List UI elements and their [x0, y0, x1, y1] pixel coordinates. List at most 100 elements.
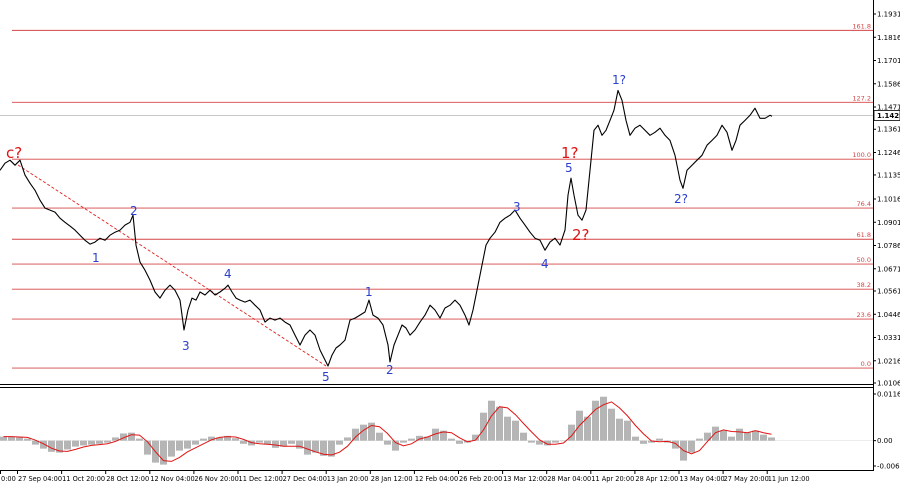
oscillator-histogram-bar — [736, 428, 743, 441]
oscillator-signal-line — [3, 401, 772, 462]
oscillator-histogram-bar — [264, 440, 271, 445]
oscillator-histogram-bar — [528, 440, 535, 443]
fib-level-label: 161.8 — [852, 22, 871, 30]
time-axis-label: 27 Dec 04:00 — [283, 475, 327, 483]
wave-label-2q-blue: 2? — [674, 192, 689, 206]
time-axis-label: 13 May 04:00 — [680, 475, 725, 483]
oscillator-histogram-bar — [560, 440, 567, 442]
time-axis-label: 0:00 — [1, 475, 16, 483]
oscillator-histogram-bar — [520, 432, 527, 441]
oscillator-axis-label: -0.00635 — [877, 463, 900, 471]
price-axis-label: 1.1361 — [877, 126, 900, 134]
wave-label-4b: 4 — [541, 257, 549, 271]
time-axis-label: 28 Mar 04:00 — [547, 475, 591, 483]
oscillator-histogram-bar — [16, 437, 23, 441]
oscillator-histogram-bar — [536, 440, 543, 445]
oscillator-histogram-bar — [128, 432, 135, 441]
oscillator-histogram-bar — [504, 416, 511, 441]
time-axis-label: 11 Oct 20:00 — [62, 475, 105, 483]
oscillator-axis-label: 0.01168 — [877, 391, 900, 399]
oscillator-histogram-bar — [288, 440, 295, 444]
price-series-line — [0, 89, 773, 367]
oscillator-histogram-bar — [632, 436, 639, 441]
wave-label-3b: 3 — [513, 200, 521, 214]
oscillator-histogram-bar — [416, 435, 423, 441]
oscillator-histogram-bar — [712, 426, 719, 441]
oscillator-histogram-bar — [400, 440, 407, 443]
price-axis-label: 1.1586 — [877, 80, 900, 88]
oscillator-histogram-bar — [648, 440, 655, 443]
oscillator-histogram-bar — [752, 430, 759, 441]
oscillator-histogram-bar — [496, 406, 503, 441]
oscillator-histogram-bar — [392, 440, 399, 451]
oscillator-histogram-bar — [272, 440, 279, 448]
oscillator-histogram-bar — [696, 438, 703, 441]
oscillator-histogram-bar — [728, 436, 735, 441]
oscillator-histogram-bar — [448, 438, 455, 441]
oscillator-histogram-bar — [120, 433, 127, 441]
oscillator-histogram-bar — [384, 440, 391, 445]
oscillator-histogram-bar — [0, 436, 7, 441]
oscillator-histogram-bar — [112, 437, 119, 441]
oscillator-histogram-bar — [88, 440, 95, 445]
oscillator-histogram-bar — [480, 412, 487, 441]
oscillator-histogram-bar — [256, 440, 263, 443]
oscillator-histogram-bar — [656, 438, 663, 441]
oscillator-histogram-bar — [48, 440, 55, 452]
oscillator-histogram-bar — [624, 420, 631, 441]
wave-label-1b: 1 — [365, 285, 373, 299]
oscillator-histogram-bar — [96, 440, 103, 444]
oscillator-histogram-bar — [216, 437, 223, 441]
oscillator-histogram-bar — [32, 440, 39, 445]
time-axis-label: 28 Oct 12:00 — [106, 475, 149, 483]
oscillator-histogram-bar — [352, 428, 359, 441]
wave-label-4: 4 — [224, 267, 232, 281]
oscillator-histogram-bar — [432, 428, 439, 441]
oscillator-histogram-bar — [368, 422, 375, 441]
wave-label-3: 3 — [182, 339, 190, 353]
price-axis-label: 1.1135 — [877, 171, 900, 179]
oscillator-histogram-bar — [760, 434, 767, 441]
oscillator-histogram-bar — [240, 440, 247, 444]
oscillator-histogram-bar — [304, 440, 311, 455]
oscillator-histogram-bar — [616, 418, 623, 441]
time-axis-label: 26 Feb 20:00 — [459, 475, 502, 483]
time-axis-label: 12 Feb 04:00 — [415, 475, 458, 483]
price-axis-label: 1.1816 — [877, 34, 900, 42]
oscillator-histogram-bar — [80, 440, 87, 446]
fib-level-label: 23.6 — [857, 311, 871, 319]
oscillator-histogram-bar — [40, 440, 47, 449]
price-axis-label: 1.1246 — [877, 149, 900, 157]
price-axis-label: 1.1701 — [877, 57, 900, 65]
time-axis-label: 13 Mar 12:00 — [503, 475, 547, 483]
fib-level-label: 61.8 — [857, 231, 871, 239]
oscillator-histogram-bar — [312, 440, 319, 453]
price-axis-label: 1.0331 — [877, 334, 900, 342]
oscillator-histogram-bar — [168, 440, 175, 457]
oscillator-histogram-bar — [600, 396, 607, 441]
oscillator-histogram-bar — [328, 440, 335, 457]
fib-level-label: 127.2 — [852, 94, 871, 102]
oscillator-histogram-bar — [488, 400, 495, 441]
oscillator-histogram-bar — [640, 440, 647, 444]
price-axis-label: 1.0446 — [877, 311, 900, 319]
time-axis-label: 28 Jan 12:00 — [371, 475, 413, 483]
time-axis-label: 11 Dec 12:00 — [239, 475, 283, 483]
wave-label-2b: 2 — [386, 363, 394, 377]
fib-level-label: 0.0 — [861, 360, 871, 368]
price-axis-label: 1.1016 — [877, 196, 900, 204]
oscillator-histogram-bar — [424, 436, 431, 441]
oscillator-histogram-bar — [512, 420, 519, 441]
oscillator-histogram-bar — [440, 430, 447, 441]
oscillator-histogram-bar — [72, 440, 79, 447]
time-axis-label: 27 May 20:00 — [724, 475, 769, 483]
oscillator-histogram-bar — [136, 438, 143, 441]
oscillator-histogram-bar — [176, 440, 183, 451]
wave-label-2: 2 — [130, 204, 138, 218]
time-axis-label: 11 Apr 20:00 — [591, 475, 634, 483]
oscillator-histogram-bar — [408, 438, 415, 441]
oscillator-histogram-bar — [672, 440, 679, 449]
oscillator-histogram-bar — [456, 440, 463, 444]
oscillator-histogram-bar — [200, 438, 207, 441]
